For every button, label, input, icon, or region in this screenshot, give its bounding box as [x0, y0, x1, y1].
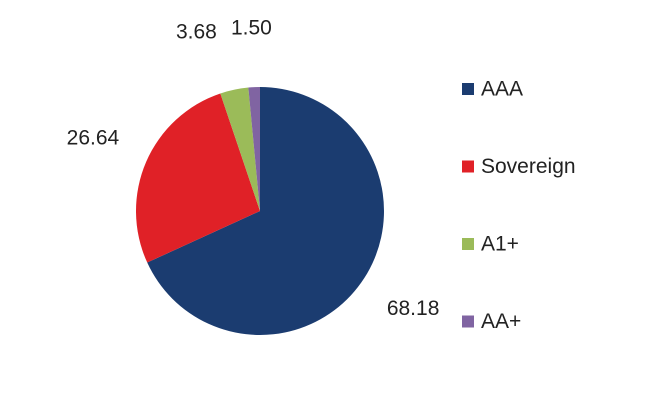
- value-label: 1.50: [231, 17, 272, 40]
- value-label: 26.64: [67, 126, 120, 149]
- legend-label: AAA: [481, 78, 523, 101]
- legend: AAA Sovereign A1+ AA+: [462, 78, 576, 333]
- pie-slice: [220, 87, 260, 211]
- pie: [136, 87, 384, 335]
- pie-slice: [147, 87, 384, 335]
- value-labels: 68.18 26.64 3.68 1.50: [67, 17, 440, 320]
- legend-label: Sovereign: [481, 155, 576, 178]
- value-label: 68.18: [387, 297, 440, 320]
- legend-swatch: [462, 315, 474, 328]
- legend-swatch: [462, 160, 474, 173]
- value-label: 3.68: [176, 21, 217, 44]
- pie-slice: [248, 87, 260, 211]
- legend-label: AA+: [481, 310, 521, 333]
- legend-label: A1+: [481, 233, 519, 256]
- legend-swatch: [462, 238, 474, 250]
- pie-slice: [136, 93, 260, 263]
- legend-swatch: [462, 83, 474, 95]
